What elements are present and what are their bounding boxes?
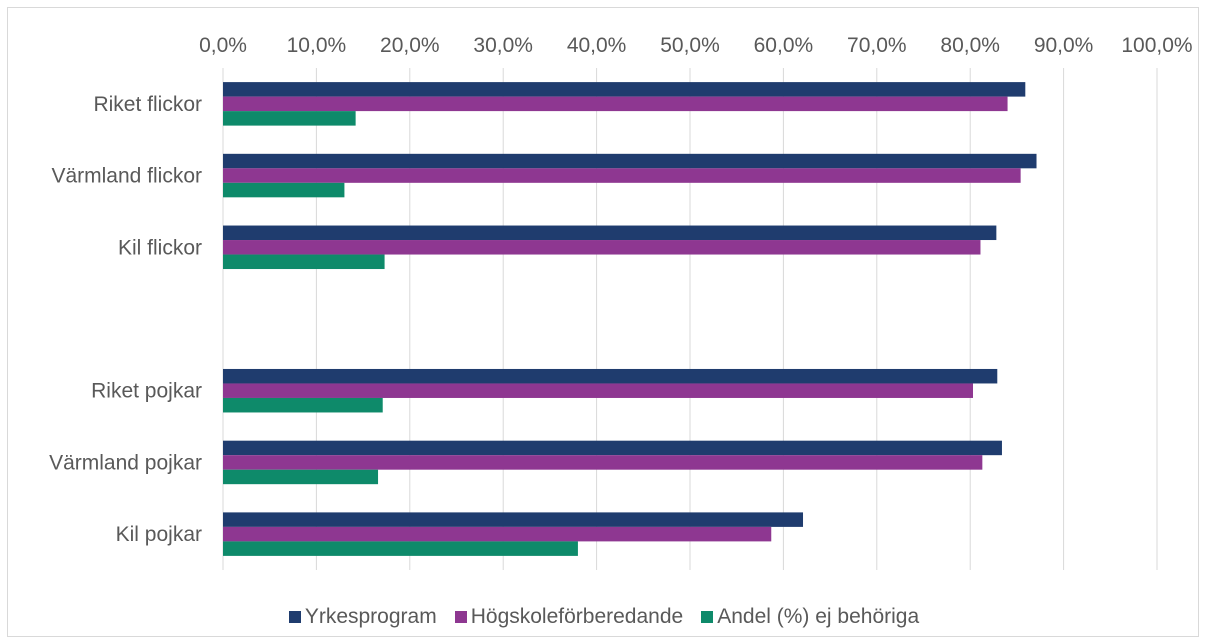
bar-andel-ej-beh-riga [223,397,383,413]
bar-andel-ej-beh-riga [223,182,345,198]
legend: Yrkesprogram Högskoleförberedande Andel (%… [8,605,1200,629]
category-label: Kil pojkar [116,523,202,546]
bar-h-gskolef-rberedande [223,96,1008,112]
bar-h-gskolef-rberedande [223,168,1021,183]
x-tick-label: 90,0% [1034,34,1094,57]
legend-label: Andel (%) ej behöriga [717,605,920,628]
bar-yrkesprogram [223,225,997,241]
legend-item: Högskoleförberedande [454,605,684,629]
x-tick-label: 0,0% [199,34,247,57]
x-tick-label: 40,0% [567,34,627,57]
bar-yrkesprogram [223,368,998,384]
legend-item: Andel (%) ej behöriga [701,605,919,629]
category-label: Värmland pojkar [49,451,202,474]
x-tick-label: 80,0% [940,34,1000,57]
bar-h-gskolef-rberedande [223,455,983,470]
category-label: Riket flickor [93,93,202,116]
bar-andel-ej-beh-riga [223,254,385,270]
bar-andel-ej-beh-riga [223,541,578,556]
bar-andel-ej-beh-riga [223,469,379,485]
category-label: Kil flickor [118,236,202,259]
legend-item: Yrkesprogram [288,605,437,629]
x-tick-label: 100,0% [1121,34,1192,57]
bar-andel-ej-beh-riga [223,111,356,126]
bar-chart: 0,0% 10,0% 20,0% 30,0% 40,0% 50,0% 60,0% 70,0% 8… [49,34,1193,570]
bar-yrkesprogram [223,512,804,527]
bar-h-gskolef-rberedande [223,526,772,542]
bar-h-gskolef-rberedande [223,240,981,255]
x-tick-label: 10,0% [287,34,347,57]
bar-h-gskolef-rberedande [223,383,974,398]
category-label: Riket pojkar [91,380,202,403]
category-label: Värmland flickor [51,165,202,188]
x-tick-label: 30,0% [473,34,533,57]
bar-yrkesprogram [223,440,1002,456]
legend-label: Högskoleförberedande [470,605,684,628]
x-tick-label: 60,0% [754,34,814,57]
legend-label: Yrkesprogram [304,605,437,628]
legend-swatch [288,611,301,623]
chart-frame: 0,0% 10,0% 20,0% 30,0% 40,0% 50,0% 60,0% 70,0% 8… [7,7,1199,637]
legend-swatch [701,611,714,623]
bar-yrkesprogram [223,153,1037,169]
bar-yrkesprogram [223,82,1026,97]
x-tick-label: 20,0% [380,34,440,57]
x-tick-label: 50,0% [660,34,720,57]
x-tick-label: 70,0% [847,34,907,57]
legend-swatch [454,611,467,623]
